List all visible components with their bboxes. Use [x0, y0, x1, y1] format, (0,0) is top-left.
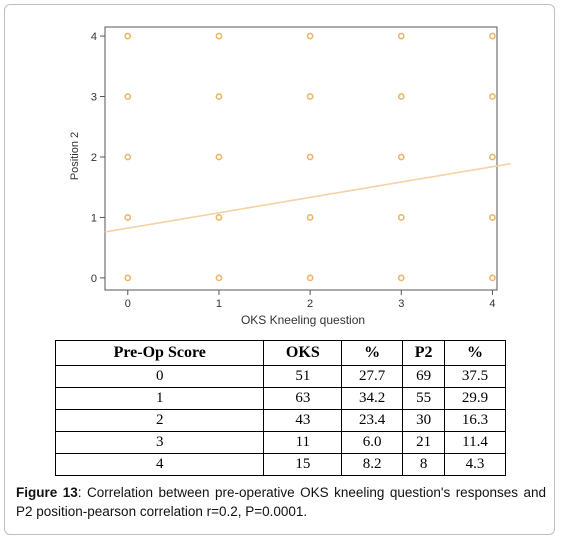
y-tick-label: 3	[91, 92, 97, 104]
data-point	[397, 153, 405, 161]
data-point	[306, 32, 314, 40]
data-point	[124, 153, 132, 161]
table-cell: 23.4	[341, 409, 404, 432]
data-point	[489, 32, 496, 40]
table-cell: 4.3	[444, 453, 506, 476]
data-point	[215, 93, 223, 100]
data-point	[489, 153, 496, 161]
data-points	[124, 32, 496, 282]
data-point	[397, 274, 405, 282]
table-cell: 1	[54, 387, 265, 410]
table-cell: 30	[402, 409, 446, 432]
data-point	[489, 274, 496, 282]
table-cell: 51	[263, 365, 343, 388]
data-point	[306, 214, 314, 221]
fit-line	[104, 162, 511, 233]
table-cell: 0	[54, 365, 265, 388]
table-cell: 4	[54, 453, 265, 476]
table-cell: 29.9	[444, 387, 506, 410]
table-cell: 34.2	[341, 387, 404, 410]
table-cell: 11.4	[444, 431, 506, 454]
data-point	[306, 274, 314, 282]
header-p2-percent: %	[444, 340, 506, 366]
table-row: 1 63 34.2 55 29.9	[54, 387, 506, 410]
data-point	[215, 274, 223, 282]
caption-text: : Correlation between pre-operative OKS …	[16, 485, 546, 519]
data-point	[124, 32, 132, 40]
table-cell: 8.2	[341, 453, 404, 476]
scatter-chart: 0 1 2 3 4 0 1 2 3 4 OKS Kneeling question Positio…	[69, 26, 511, 327]
x-tick-label: 0	[125, 298, 131, 310]
data-point	[306, 153, 314, 161]
x-tick-label: 3	[398, 298, 404, 310]
table-cell: 21	[402, 431, 446, 454]
data-point	[215, 32, 223, 40]
data-point	[397, 32, 405, 40]
table-cell: 43	[263, 409, 343, 432]
y-axis-label: Position 2	[69, 132, 81, 180]
table-cell: 2	[54, 409, 265, 432]
score-table: Pre-Op Score OKS % P2 % 0 51 27.7 69 37.…	[54, 340, 506, 476]
figure-caption: Figure 13: Correlation between pre-opera…	[16, 483, 546, 521]
table-cell: 11	[263, 431, 343, 454]
x-tick-label: 4	[489, 298, 495, 310]
data-point	[397, 214, 405, 221]
header-p2: P2	[402, 340, 446, 366]
table-cell: 27.7	[341, 365, 404, 388]
table-row: 4 15 8.2 8 4.3	[54, 453, 506, 476]
table-cell: 6.0	[341, 431, 404, 454]
y-tick-label: 2	[91, 152, 97, 164]
table-cell: 55	[402, 387, 446, 410]
x-axis-label: OKS Kneeling question	[241, 313, 365, 327]
table-cell: 3	[54, 431, 265, 454]
plot-frame	[104, 26, 498, 291]
data-point	[124, 214, 132, 221]
table-cell: 8	[402, 453, 446, 476]
table-row: 3 11 6.0 21 11.4	[54, 431, 506, 454]
table-cell: 16.3	[444, 409, 506, 432]
table-header-row: Pre-Op Score OKS % P2 %	[54, 340, 506, 366]
y-tick-label: 0	[91, 273, 97, 285]
data-point	[124, 274, 132, 282]
data-point	[215, 153, 223, 161]
header-pre-op-score: Pre-Op Score	[54, 340, 265, 366]
table-row: 2 43 23.4 30 16.3	[54, 409, 506, 432]
figure-label: Figure 13	[16, 485, 78, 500]
data-point	[489, 93, 496, 100]
header-oks-percent: %	[341, 340, 404, 366]
chart-axes: 0 1 2 3 4 0 1 2 3 4	[91, 26, 498, 310]
y-tick-label: 1	[91, 212, 97, 224]
table-cell: 37.5	[444, 365, 506, 388]
x-tick-label: 2	[307, 298, 313, 310]
table-row: 0 51 27.7 69 37.5	[54, 365, 506, 388]
data-point	[124, 93, 132, 100]
fit-line-group	[104, 162, 511, 233]
x-tick-label: 1	[216, 298, 222, 310]
table-cell: 63	[263, 387, 343, 410]
y-tick-label: 4	[91, 31, 97, 43]
data-point	[489, 214, 496, 221]
data-point	[215, 214, 223, 221]
data-point	[397, 93, 405, 100]
header-oks: OKS	[263, 340, 343, 366]
table-cell: 69	[402, 365, 446, 388]
table-cell: 15	[263, 453, 343, 476]
data-point	[306, 93, 314, 100]
